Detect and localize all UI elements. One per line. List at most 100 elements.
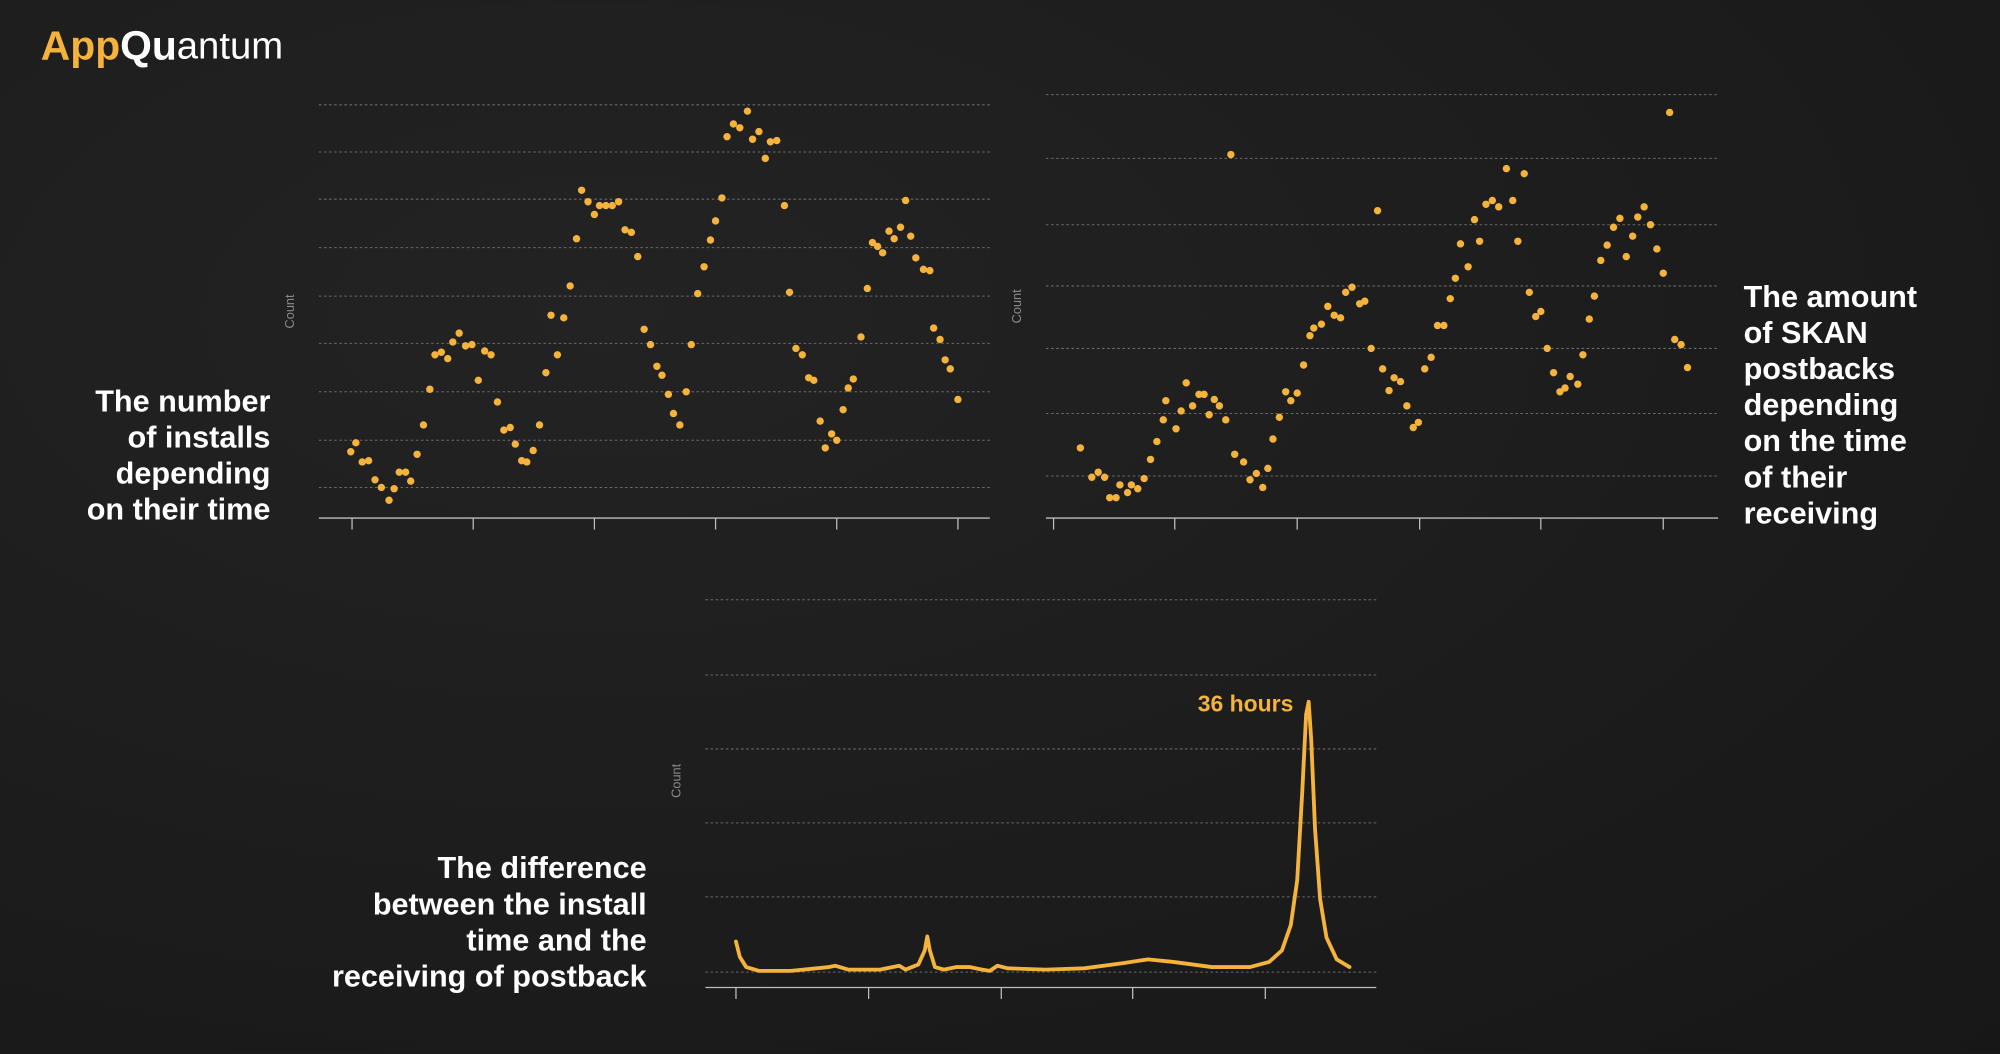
point (748, 135, 757, 143)
point (1112, 493, 1120, 502)
point (1628, 232, 1637, 240)
point (553, 351, 562, 359)
point (1162, 397, 1170, 405)
point (1088, 473, 1096, 481)
chart-title-line: on their time (87, 493, 271, 527)
point (572, 235, 581, 243)
point (1222, 416, 1230, 424)
point (1671, 335, 1679, 344)
point (1282, 388, 1290, 396)
chart-title-line: time and the (466, 923, 646, 957)
point (912, 254, 920, 262)
point (542, 368, 550, 377)
point (1140, 474, 1148, 483)
point (682, 388, 690, 396)
point (863, 284, 872, 293)
point (1299, 361, 1308, 369)
point (523, 458, 531, 466)
point (1367, 344, 1375, 353)
point (1427, 353, 1435, 362)
point (873, 242, 882, 251)
point (358, 458, 366, 466)
point (1456, 240, 1465, 248)
point (347, 448, 355, 456)
point (608, 201, 616, 210)
point (352, 439, 360, 447)
point (1464, 263, 1472, 271)
point (1094, 468, 1102, 476)
point (1341, 288, 1350, 297)
point (761, 154, 770, 163)
point (407, 477, 415, 485)
point (590, 210, 599, 219)
point (1275, 413, 1284, 422)
point (385, 496, 393, 504)
y-axis-label: Count (1009, 289, 1024, 323)
point (1653, 245, 1661, 253)
point (676, 421, 684, 429)
point (529, 446, 537, 455)
point (1537, 307, 1545, 316)
point (755, 127, 763, 136)
point (461, 342, 470, 350)
point (1622, 252, 1630, 261)
point (1127, 481, 1136, 489)
point (1116, 481, 1124, 489)
point (506, 423, 514, 432)
point (901, 196, 910, 205)
point (1520, 169, 1528, 178)
point (1495, 203, 1503, 211)
point (798, 351, 806, 359)
point (1182, 379, 1190, 387)
point (890, 235, 898, 243)
point (480, 347, 489, 355)
point (1195, 390, 1203, 399)
point (736, 124, 744, 132)
point (364, 456, 373, 465)
point (1616, 214, 1624, 223)
point (1310, 324, 1318, 332)
point (868, 238, 877, 247)
point (566, 282, 574, 290)
point (1396, 377, 1405, 386)
point (792, 344, 800, 353)
point (1470, 215, 1479, 224)
chart-title-line: receiving (1744, 496, 1878, 530)
point (658, 371, 666, 379)
point (1293, 389, 1301, 397)
point (766, 138, 775, 146)
point (1378, 365, 1387, 373)
line (734, 699, 1352, 973)
point (1159, 416, 1167, 424)
chart-title-line: postbacks (1744, 352, 1895, 386)
point (1390, 374, 1398, 382)
point (1409, 423, 1417, 432)
point (1252, 469, 1261, 478)
point (1451, 274, 1460, 282)
point (669, 409, 678, 418)
point (1134, 485, 1142, 493)
point (1287, 397, 1295, 405)
chart-title-line: of SKAN (1744, 316, 1868, 350)
logo-part: App (41, 22, 120, 68)
point (1502, 164, 1511, 173)
point (1373, 206, 1382, 215)
point (1317, 320, 1326, 328)
point (1076, 444, 1085, 452)
point (1172, 425, 1180, 433)
point (1215, 402, 1224, 410)
point (1566, 372, 1574, 381)
point (1177, 407, 1185, 415)
point (1361, 297, 1369, 305)
point (926, 266, 934, 275)
point (1640, 203, 1648, 211)
point (602, 201, 610, 210)
point (706, 236, 715, 244)
point (1579, 351, 1587, 359)
point (1634, 213, 1642, 221)
point (919, 265, 928, 274)
point (1200, 390, 1208, 399)
point (816, 417, 824, 425)
point (694, 289, 702, 298)
point (773, 136, 781, 145)
